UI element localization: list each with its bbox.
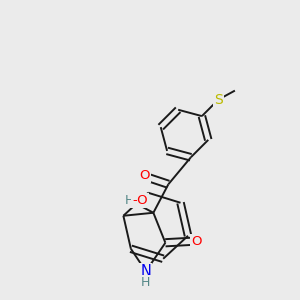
Text: H: H	[125, 194, 134, 207]
Text: O: O	[139, 169, 150, 182]
Text: O: O	[191, 235, 202, 248]
Text: H: H	[141, 276, 151, 289]
Text: S: S	[214, 93, 223, 106]
Text: N: N	[140, 264, 151, 279]
Text: -O: -O	[132, 194, 148, 207]
